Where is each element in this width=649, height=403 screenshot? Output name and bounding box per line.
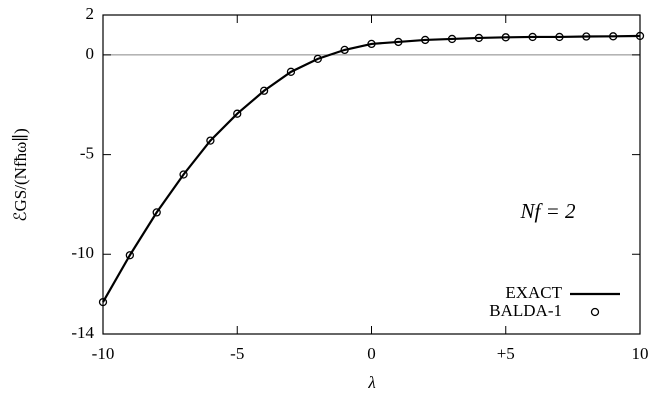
marker: [582, 32, 591, 41]
marker: [501, 33, 510, 42]
marker: [367, 39, 376, 49]
marker: [286, 67, 296, 76]
marker: [206, 136, 215, 145]
x-tick-label: -5: [230, 344, 244, 363]
marker: [609, 32, 618, 41]
legend-swatch: [590, 307, 600, 317]
marker: [474, 33, 484, 43]
line: [102, 34, 641, 303]
y-tick-label: -10: [71, 243, 94, 262]
y-axis-label: ℰGS/(Nfħω∥): [11, 128, 30, 222]
y-tick-label: 0: [86, 44, 95, 63]
x-tick-label: +5: [497, 344, 515, 363]
x-tick-label: 0: [367, 344, 376, 363]
marker: [152, 208, 161, 217]
y-tick-label: -14: [71, 323, 94, 342]
x-axis-label: λ: [367, 373, 375, 392]
marker: [259, 86, 269, 95]
y-tick-label: 2: [86, 4, 95, 23]
x-tick-label: 10: [632, 344, 649, 363]
marker: [394, 37, 403, 47]
marker: [421, 35, 430, 45]
marker: [125, 251, 135, 260]
marker: [447, 34, 457, 44]
marker: [340, 45, 349, 55]
marker: [98, 297, 108, 307]
marker: [313, 54, 322, 64]
annotation: Nf = 2: [519, 199, 576, 223]
legend-label: BALDA-1: [489, 301, 562, 320]
y-tick-label: -5: [80, 143, 94, 162]
marker: [233, 109, 242, 118]
marker: [528, 32, 537, 42]
marker: [555, 32, 564, 42]
x-tick-label: -10: [92, 344, 115, 363]
marker: [179, 170, 188, 179]
plot-frame: [102, 14, 641, 335]
marker: [635, 31, 645, 41]
legend-label: EXACT: [505, 283, 562, 302]
